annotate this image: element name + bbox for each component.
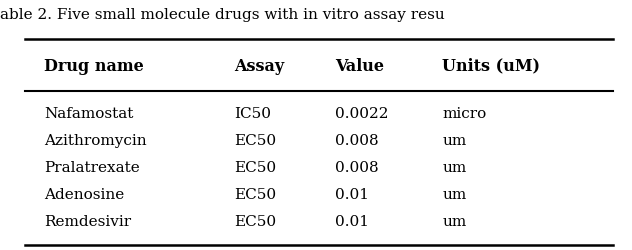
Text: Nafamostat: Nafamostat [44,107,133,121]
Text: IC50: IC50 [234,107,271,121]
Text: Value: Value [335,58,384,75]
Text: EC50: EC50 [234,161,276,175]
Text: Drug name: Drug name [44,58,144,75]
Text: EC50: EC50 [234,134,276,148]
Text: Remdesivir: Remdesivir [44,215,131,229]
Text: 0.01: 0.01 [335,215,369,229]
Text: Assay: Assay [234,58,284,75]
Text: Pralatrexate: Pralatrexate [44,161,140,175]
Text: able 2. Five small molecule drugs with in vitro assay resu: able 2. Five small molecule drugs with i… [0,8,445,22]
Text: Adenosine: Adenosine [44,188,125,202]
Text: micro: micro [442,107,487,121]
Text: um: um [442,188,466,202]
Text: EC50: EC50 [234,188,276,202]
Text: EC50: EC50 [234,215,276,229]
Text: Azithromycin: Azithromycin [44,134,147,148]
Text: um: um [442,161,466,175]
Text: 0.0022: 0.0022 [335,107,389,121]
Text: 0.008: 0.008 [335,134,379,148]
Text: 0.01: 0.01 [335,188,369,202]
Text: um: um [442,134,466,148]
Text: 0.008: 0.008 [335,161,379,175]
Text: um: um [442,215,466,229]
Text: Units (uM): Units (uM) [442,58,540,75]
